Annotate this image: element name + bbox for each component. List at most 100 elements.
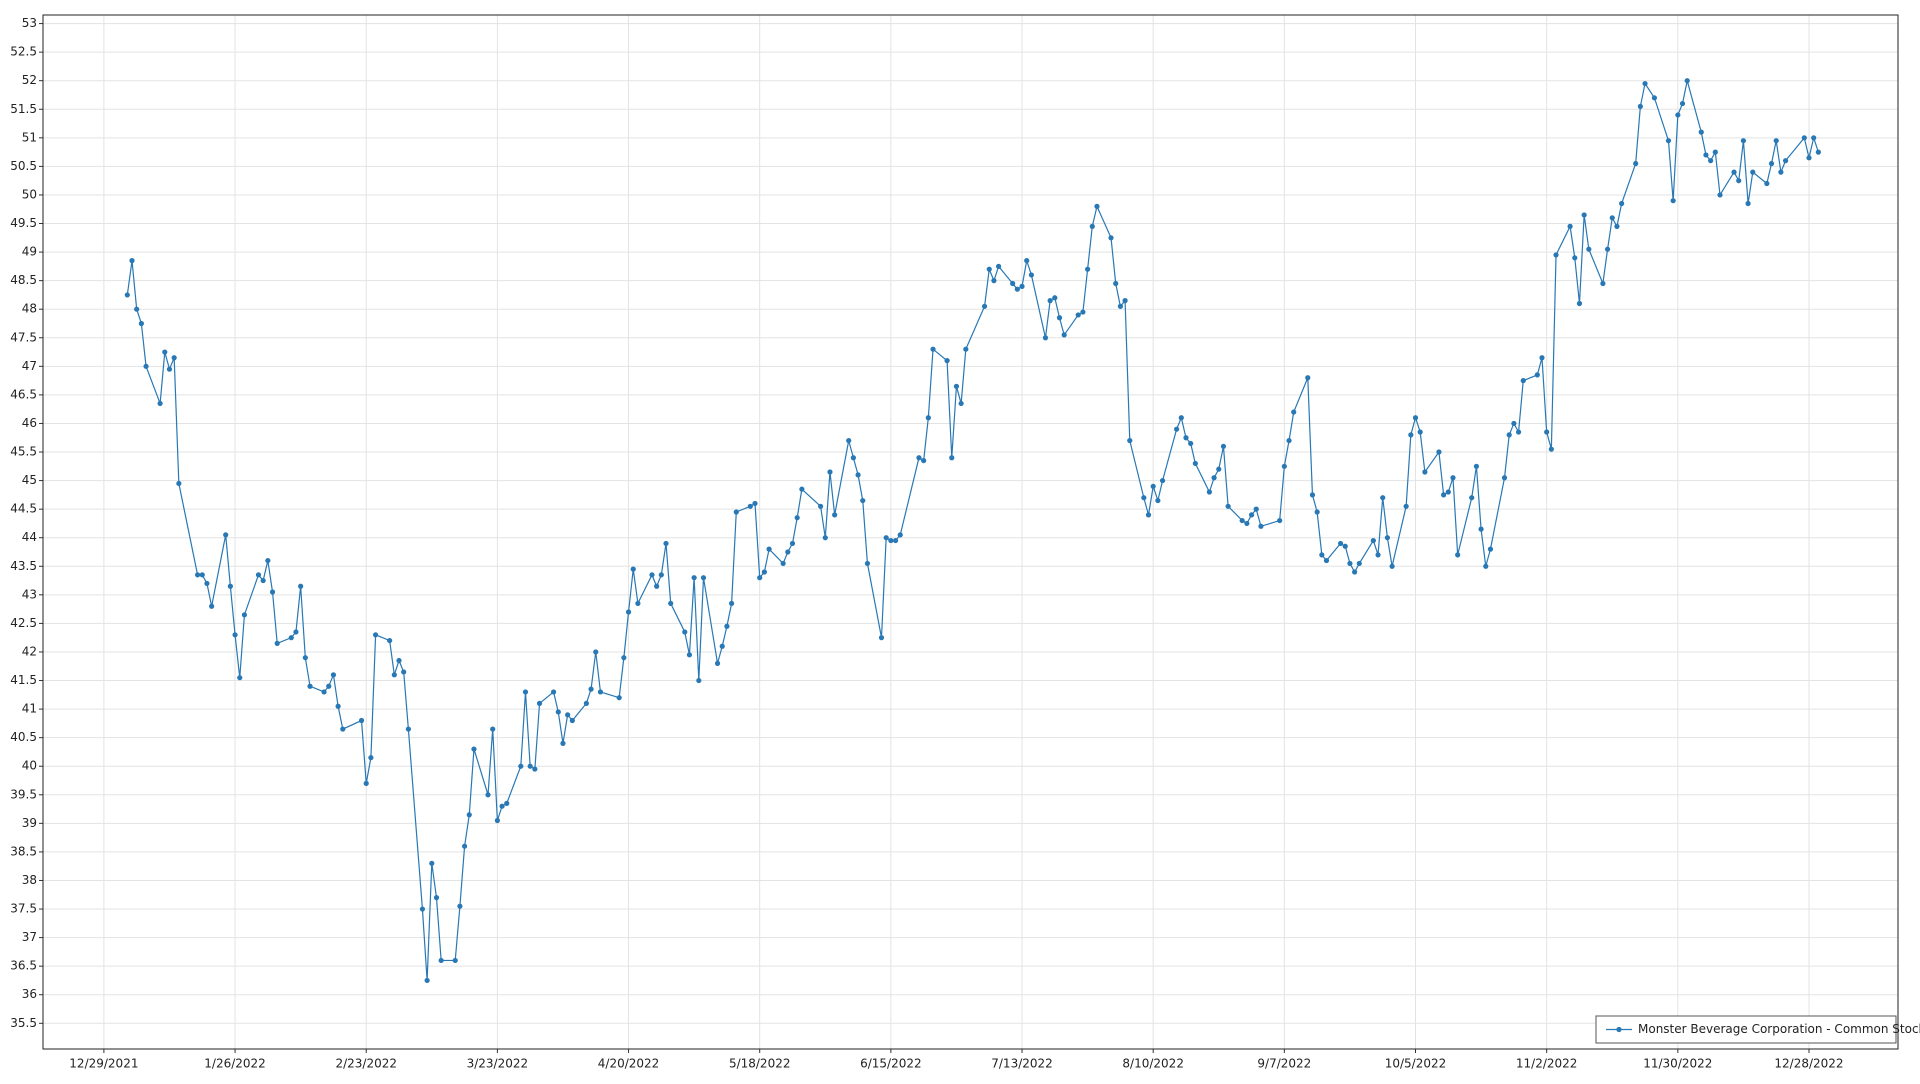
- data-point: [649, 572, 655, 578]
- data-point: [752, 500, 758, 507]
- x-tick-label: 12/29/2021: [69, 1057, 138, 1071]
- data-point: [1019, 283, 1025, 289]
- data-point: [1159, 477, 1166, 484]
- data-point: [536, 700, 543, 706]
- data-point: [1225, 503, 1231, 509]
- data-point: [1291, 409, 1297, 415]
- data-point: [1684, 78, 1690, 84]
- data-point: [1094, 203, 1100, 209]
- data-point: [944, 358, 950, 364]
- data-point: [1216, 466, 1222, 472]
- data-point: [1450, 475, 1456, 481]
- data-point: [668, 600, 674, 607]
- data-point: [171, 355, 177, 361]
- y-tick-label: 52.5: [10, 45, 37, 59]
- data-point: [134, 306, 140, 312]
- y-tick-label: 51: [22, 130, 37, 144]
- data-point: [433, 895, 440, 901]
- y-tick-label: 42.5: [10, 616, 37, 630]
- y-tick-label: 39: [22, 816, 37, 830]
- data-point: [1478, 526, 1484, 532]
- x-tick-label: 11/2/2022: [1516, 1057, 1578, 1071]
- data-point: [963, 346, 969, 352]
- data-point: [958, 400, 964, 407]
- data-point: [757, 575, 763, 581]
- data-point: [1665, 138, 1672, 144]
- data-point: [728, 600, 735, 607]
- data-point: [565, 712, 571, 718]
- data-point: [1403, 503, 1409, 509]
- data-point: [892, 537, 899, 544]
- data-point: [1014, 286, 1020, 292]
- data-point: [991, 278, 997, 284]
- data-point: [635, 600, 641, 607]
- data-point: [1244, 520, 1250, 527]
- data-point: [1567, 223, 1573, 229]
- data-point: [391, 672, 397, 678]
- data-point: [996, 263, 1002, 269]
- data-point: [827, 469, 833, 475]
- data-point: [1455, 552, 1461, 558]
- data-point: [1253, 506, 1259, 512]
- data-point: [696, 677, 702, 684]
- data-point: [265, 557, 271, 564]
- data-point: [1515, 429, 1522, 435]
- x-tick-label: 7/13/2022: [991, 1057, 1053, 1071]
- y-tick-label: 52: [22, 73, 37, 87]
- data-point: [1337, 540, 1344, 547]
- data-point: [1389, 563, 1395, 569]
- data-point: [1010, 280, 1016, 287]
- data-point: [1801, 135, 1807, 141]
- y-tick-label: 50.5: [10, 159, 37, 173]
- data-point: [1150, 483, 1156, 489]
- y-tick-label: 41: [22, 702, 37, 716]
- data-point: [1117, 303, 1123, 309]
- x-tick-label: 2/23/2022: [335, 1057, 397, 1071]
- x-tick-label: 12/28/2022: [1774, 1057, 1843, 1071]
- data-point: [518, 763, 524, 769]
- data-point: [654, 583, 660, 589]
- data-point: [949, 455, 955, 461]
- data-point: [401, 669, 407, 675]
- data-point: [255, 572, 262, 578]
- data-point: [429, 860, 435, 866]
- data-point: [1736, 178, 1742, 184]
- legend-marker: [1616, 1026, 1622, 1033]
- data-point: [227, 583, 233, 589]
- data-point: [1220, 443, 1227, 449]
- data-point: [766, 546, 772, 552]
- data-point: [855, 472, 861, 478]
- data-point: [658, 572, 664, 578]
- series-line: [126, 80, 1819, 981]
- data-point: [1703, 152, 1709, 158]
- data-point: [1811, 135, 1817, 141]
- y-tick-label: 53: [22, 16, 37, 30]
- data-point: [822, 535, 828, 541]
- y-tick-label: 44.5: [10, 502, 37, 516]
- y-tick-label: 40: [22, 759, 37, 773]
- data-point: [1604, 246, 1611, 252]
- data-point: [1717, 192, 1723, 198]
- data-point: [396, 657, 402, 664]
- data-point: [490, 726, 496, 732]
- data-point: [1572, 255, 1578, 261]
- data-point: [269, 589, 276, 595]
- data-point: [1188, 440, 1194, 447]
- data-point: [199, 572, 205, 578]
- data-point: [419, 906, 426, 912]
- plot-border: [42, 14, 1899, 1050]
- data-point: [204, 580, 210, 587]
- y-tick-label: 45.5: [10, 445, 37, 459]
- data-point: [1408, 432, 1414, 438]
- data-point: [330, 672, 337, 678]
- data-point: [1375, 552, 1381, 558]
- data-point: [321, 689, 327, 695]
- data-point: [663, 540, 669, 547]
- data-point: [569, 717, 575, 724]
- data-point: [1619, 200, 1625, 207]
- data-point: [621, 655, 627, 661]
- data-point: [1600, 280, 1606, 287]
- data-point: [1581, 212, 1587, 218]
- data-point: [1277, 517, 1283, 524]
